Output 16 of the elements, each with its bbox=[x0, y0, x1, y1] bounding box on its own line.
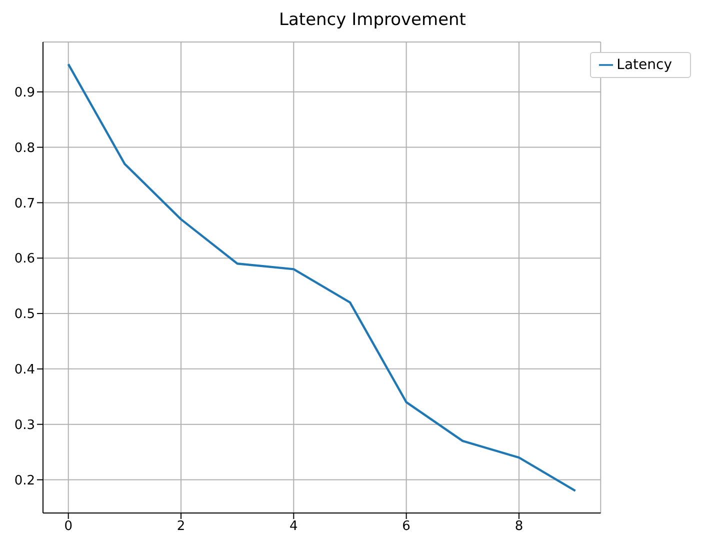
x-tick-label: 2 bbox=[176, 519, 186, 534]
y-tick-label: 0.9 bbox=[14, 85, 35, 100]
x-tick-label: 6 bbox=[402, 519, 410, 534]
y-tick-label: 0.5 bbox=[14, 307, 35, 322]
line-series bbox=[67, 63, 576, 492]
x-tick-label: 8 bbox=[514, 519, 524, 534]
y-tick-label: 0.2 bbox=[14, 473, 35, 488]
y-tick-label: 0.4 bbox=[14, 362, 35, 378]
y-tick-label: 0.6 bbox=[14, 252, 35, 267]
chart-title: Latency Improvement bbox=[278, 10, 467, 30]
legend-label: Latency bbox=[616, 57, 672, 73]
y-tick-label: 0.8 bbox=[14, 140, 35, 156]
y-tick-label: 0.3 bbox=[14, 418, 35, 433]
x-tick-label: 0 bbox=[64, 519, 72, 534]
y-tick-label: 0.7 bbox=[14, 196, 35, 212]
x-tick-label: 4 bbox=[290, 519, 298, 534]
